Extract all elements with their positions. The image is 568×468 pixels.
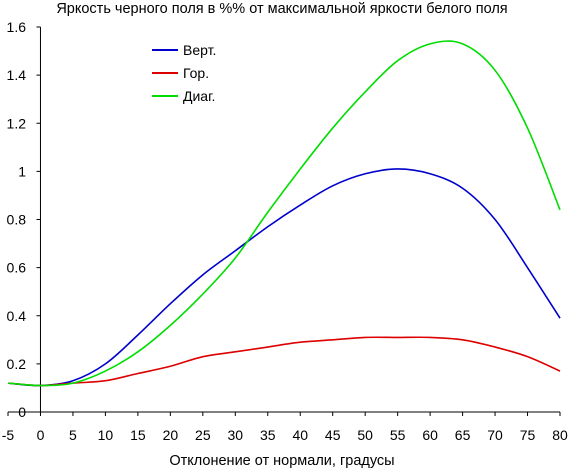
- axes: [8, 27, 560, 413]
- legend: Верт. Гор. Диаг.: [152, 42, 216, 104]
- legend-label-horizontal: Гор.: [183, 65, 209, 81]
- series-line-diagonal: [7, 40, 561, 387]
- x-tick-label: -5: [2, 427, 15, 443]
- x-tick-label: 10: [98, 427, 114, 443]
- y-tick-label: 0.6: [7, 260, 27, 276]
- x-tick-label: 5: [69, 427, 77, 443]
- y-tick-label: 1: [18, 163, 26, 179]
- x-tick-label: 65: [455, 427, 471, 443]
- series-line-vertical: [7, 168, 561, 387]
- y-tick-label: 1.4: [7, 67, 27, 83]
- series-line-horizontal: [7, 336, 561, 387]
- x-tick-label: 50: [357, 427, 373, 443]
- y-tick-label: 0.4: [7, 308, 27, 324]
- x-tick-label: 40: [292, 427, 308, 443]
- x-tick-label: 20: [163, 427, 179, 443]
- x-axis-label: Отклонение от нормали, градусы: [169, 453, 394, 468]
- x-tick-label: 55: [390, 427, 406, 443]
- x-tick-label: 15: [130, 427, 146, 443]
- x-tick-labels: -5 0 5 10 15 20 25 30 35 40 45 50 55 60 65 70 75 80: [2, 412, 568, 443]
- y-tick-label: 1.2: [7, 115, 27, 131]
- x-tick-label: 70: [487, 427, 503, 443]
- series-lines: [7, 40, 561, 387]
- y-tick-label: 0: [18, 404, 26, 420]
- y-tick-label: 0.8: [7, 212, 27, 228]
- x-tick-label: 75: [520, 427, 536, 443]
- legend-label-diagonal: Диаг.: [183, 88, 215, 104]
- x-tick-label: 30: [228, 427, 244, 443]
- x-tick-label: 25: [195, 427, 211, 443]
- y-tick-labels: 0 0.2 0.4 0.6 0.8 1 1.2 1.4 1.6: [7, 19, 41, 420]
- x-tick-label: 35: [260, 427, 276, 443]
- y-tick-label: 0.2: [7, 356, 27, 372]
- legend-label-vertical: Верт.: [183, 42, 216, 58]
- x-tick-label: 45: [325, 427, 341, 443]
- chart-title: Яркость черного поля в %% от максимально…: [56, 1, 507, 17]
- x-tick-label: 60: [422, 427, 438, 443]
- x-tick-label: 0: [37, 427, 45, 443]
- y-tick-label: 1.6: [7, 19, 27, 35]
- x-tick-label: 80: [552, 427, 568, 443]
